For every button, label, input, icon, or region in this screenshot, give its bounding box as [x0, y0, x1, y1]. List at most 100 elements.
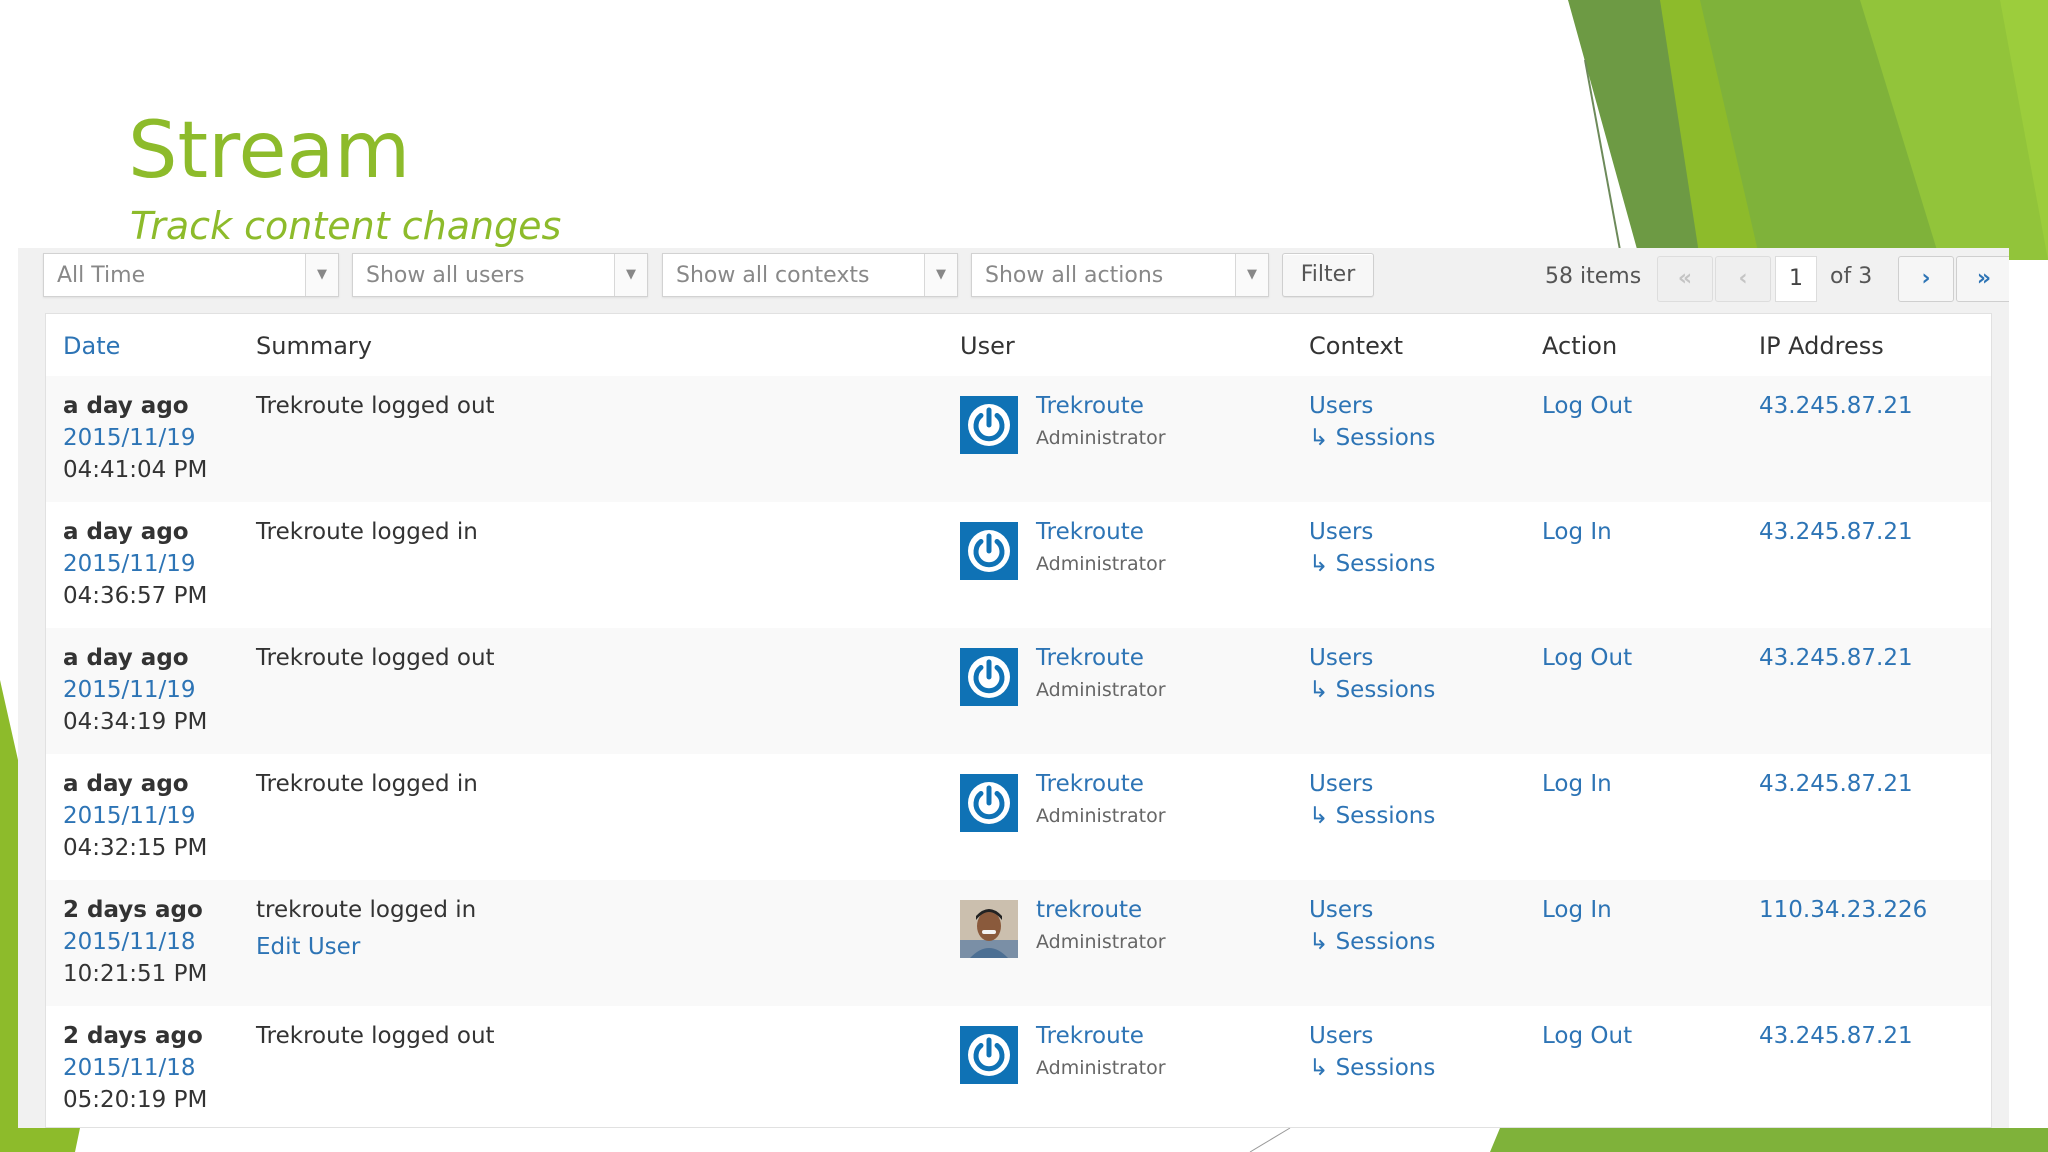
user-name-link[interactable]: Trekroute: [1036, 645, 1144, 671]
user-name-link[interactable]: Trekroute: [1036, 1023, 1144, 1049]
table-row: 2 days ago 2015/11/18 05:20:19 PM Trekroute…: [46, 1006, 1991, 1128]
context-link[interactable]: Users: [1309, 1023, 1374, 1049]
subcontext-link[interactable]: ↳ Sessions: [1309, 425, 1436, 451]
subcontext-link[interactable]: ↳ Sessions: [1309, 551, 1436, 577]
context-link[interactable]: Users: [1309, 645, 1374, 671]
time-filter-value: All Time: [57, 263, 146, 288]
action-link[interactable]: Log In: [1542, 897, 1612, 923]
items-count: 58 items: [1545, 264, 1642, 289]
summary-text: Trekroute logged out: [256, 393, 495, 419]
user-role: Administrator: [1036, 805, 1166, 827]
filter-button[interactable]: Filter: [1282, 253, 1374, 297]
current-page-input[interactable]: 1: [1775, 256, 1817, 302]
users-filter-value: Show all users: [366, 263, 525, 288]
table-row: a day ago 2015/11/19 04:36:57 PM Trekroute …: [46, 502, 1991, 628]
table-row: a day ago 2015/11/19 04:32:15 PM Trekroute …: [46, 754, 1991, 880]
user-name-link[interactable]: trekroute: [1036, 897, 1143, 923]
record-date-link[interactable]: 2015/11/19: [63, 425, 196, 451]
column-context: Context: [1309, 332, 1404, 360]
relative-time: a day ago: [63, 393, 189, 419]
ip-address-link[interactable]: 43.245.87.21: [1759, 519, 1913, 545]
record-date-link[interactable]: 2015/11/18: [63, 929, 196, 955]
slide-title: Stream: [128, 106, 411, 196]
table-row: a day ago 2015/11/19 04:34:19 PM Trekroute …: [46, 628, 1991, 754]
contexts-filter-select[interactable]: Show all contexts ▼: [662, 253, 958, 297]
chevron-down-icon: ▼: [614, 254, 647, 296]
action-link[interactable]: Log In: [1542, 771, 1612, 797]
subcontext-link[interactable]: ↳ Sessions: [1309, 1055, 1436, 1081]
next-page-button[interactable]: ›: [1898, 256, 1954, 302]
chevron-down-icon: ▼: [305, 254, 338, 296]
relative-time: 2 days ago: [63, 897, 203, 923]
action-link[interactable]: Log Out: [1542, 393, 1633, 419]
column-summary: Summary: [256, 332, 372, 360]
record-time: 04:36:57 PM: [63, 583, 208, 609]
context-link[interactable]: Users: [1309, 897, 1374, 923]
summary-text: Trekroute logged in: [256, 771, 478, 797]
summary-text: Trekroute logged in: [256, 519, 478, 545]
user-photo-avatar: [960, 900, 1018, 958]
user-name-link[interactable]: Trekroute: [1036, 771, 1144, 797]
subcontext-link[interactable]: ↳ Sessions: [1309, 929, 1436, 955]
filter-toolbar: All Time ▼ Show all users ▼ Show all con…: [18, 248, 2009, 310]
subcontext-link[interactable]: ↳ Sessions: [1309, 803, 1436, 829]
context-link[interactable]: Users: [1309, 519, 1374, 545]
user-role: Administrator: [1036, 931, 1166, 953]
relative-time: a day ago: [63, 519, 189, 545]
summary-text: Trekroute logged out: [256, 645, 495, 671]
records-table: Date Summary User Context Action IP Addr…: [45, 313, 1992, 1128]
user-name-link[interactable]: Trekroute: [1036, 393, 1144, 419]
table-header: Date Summary User Context Action IP Addr…: [46, 314, 1991, 377]
subcontext-link[interactable]: ↳ Sessions: [1309, 677, 1436, 703]
ip-address-link[interactable]: 43.245.87.21: [1759, 771, 1913, 797]
column-action: Action: [1542, 332, 1618, 360]
action-link[interactable]: Log Out: [1542, 645, 1633, 671]
record-date-link[interactable]: 2015/11/19: [63, 551, 196, 577]
record-date-link[interactable]: 2015/11/19: [63, 677, 196, 703]
stream-panel: All Time ▼ Show all users ▼ Show all con…: [18, 248, 2009, 1128]
table-row: a day ago 2015/11/19 04:41:04 PM Trekroute …: [46, 376, 1991, 502]
last-page-button[interactable]: »: [1956, 256, 2009, 302]
actions-filter-value: Show all actions: [985, 263, 1164, 288]
time-filter-select[interactable]: All Time ▼: [43, 253, 339, 297]
relative-time: a day ago: [63, 771, 189, 797]
action-link[interactable]: Log In: [1542, 519, 1612, 545]
first-page-button[interactable]: «: [1657, 256, 1713, 302]
summary-text: trekroute logged in: [256, 897, 477, 923]
actions-filter-select[interactable]: Show all actions ▼: [971, 253, 1269, 297]
action-link[interactable]: Log Out: [1542, 1023, 1633, 1049]
prev-page-button[interactable]: ‹: [1715, 256, 1771, 302]
column-user: User: [960, 332, 1015, 360]
record-time: 10:21:51 PM: [63, 961, 208, 987]
record-time: 04:41:04 PM: [63, 457, 208, 483]
context-link[interactable]: Users: [1309, 771, 1374, 797]
ip-address-link[interactable]: 43.245.87.21: [1759, 645, 1913, 671]
user-role: Administrator: [1036, 1057, 1166, 1079]
record-date-link[interactable]: 2015/11/19: [63, 803, 196, 829]
power-icon: [960, 1026, 1018, 1084]
column-date[interactable]: Date: [63, 332, 121, 360]
user-name-link[interactable]: Trekroute: [1036, 519, 1144, 545]
users-filter-select[interactable]: Show all users ▼: [352, 253, 648, 297]
power-icon: [960, 648, 1018, 706]
record-time: 04:32:15 PM: [63, 835, 208, 861]
edit-user-link[interactable]: Edit User: [256, 934, 361, 960]
total-pages: of 3: [1830, 264, 1873, 289]
record-time: 05:20:19 PM: [63, 1087, 208, 1113]
context-link[interactable]: Users: [1309, 393, 1374, 419]
record-date-link[interactable]: 2015/11/18: [63, 1055, 196, 1081]
user-role: Administrator: [1036, 679, 1166, 701]
power-icon: [960, 396, 1018, 454]
summary-text: Trekroute logged out: [256, 1023, 495, 1049]
ip-address-link[interactable]: 43.245.87.21: [1759, 393, 1913, 419]
ip-address-link[interactable]: 110.34.23.226: [1759, 897, 1928, 923]
user-role: Administrator: [1036, 427, 1166, 449]
relative-time: a day ago: [63, 645, 189, 671]
column-ip-address: IP Address: [1759, 332, 1884, 360]
chevron-down-icon: ▼: [924, 254, 957, 296]
slide-subtitle: Track content changes: [130, 204, 562, 248]
power-icon: [960, 522, 1018, 580]
ip-address-link[interactable]: 43.245.87.21: [1759, 1023, 1913, 1049]
chevron-down-icon: ▼: [1235, 254, 1268, 296]
